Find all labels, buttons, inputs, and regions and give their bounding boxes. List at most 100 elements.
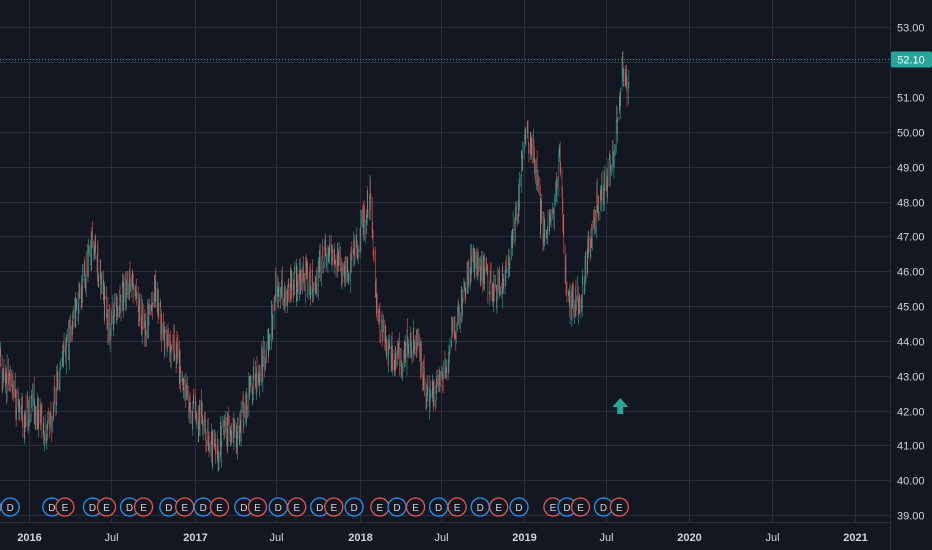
price-tick-label: 41.00	[897, 441, 925, 453]
price-axis[interactable]: 53.0052.0051.0050.0049.0048.0047.0046.00…	[897, 23, 925, 523]
dividend-marker[interactable]: D	[470, 497, 490, 517]
price-tick-label: 46.00	[897, 267, 925, 279]
marker-label: D	[477, 503, 484, 514]
marker-label: D	[126, 503, 133, 514]
marker-label: D	[393, 503, 400, 514]
marker-circle	[609, 497, 629, 517]
earnings-marker[interactable]: E	[324, 497, 344, 517]
dividend-marker[interactable]: D	[193, 497, 213, 517]
time-tick-label: Jul	[434, 532, 448, 544]
marker-circle	[133, 497, 154, 517]
marker-label: D	[600, 503, 607, 514]
earnings-marker[interactable]: E	[609, 497, 629, 517]
earnings-marker[interactable]: E	[370, 497, 390, 517]
marker-label: E	[181, 503, 188, 514]
price-tick-label: 47.00	[897, 232, 925, 244]
dividend-marker[interactable]: D	[0, 497, 20, 517]
signal-arrows	[612, 398, 629, 415]
marker-label: D	[350, 503, 357, 514]
dividend-marker[interactable]: D	[387, 497, 407, 517]
time-tick-label: Jul	[104, 532, 118, 544]
marker-circle	[489, 497, 509, 517]
marker-label: D	[435, 503, 442, 514]
earnings-marker[interactable]: E	[287, 497, 307, 517]
earnings-marker[interactable]: E	[489, 497, 509, 517]
time-tick-label: Jul	[765, 532, 779, 544]
marker-label: E	[616, 503, 623, 514]
marker-label: D	[48, 503, 55, 514]
price-tick-label: 43.00	[897, 372, 925, 384]
marker-label: D	[200, 503, 207, 514]
marker-label: D	[240, 503, 247, 514]
grid-lines	[0, 0, 890, 522]
event-markers: EDDEDEDEDEDEDEDEDEDEDEDEDEDEDEDE	[0, 497, 629, 517]
price-tick-label: 48.00	[897, 198, 925, 210]
marker-circle	[55, 497, 75, 517]
marker-label: E	[216, 503, 223, 514]
price-tick-label: 44.00	[897, 337, 925, 349]
marker-circle	[405, 497, 426, 517]
marker-label: D	[275, 503, 282, 514]
price-tick-label: 45.00	[897, 302, 925, 314]
earnings-marker[interactable]: E	[96, 497, 117, 517]
marker-circle	[324, 497, 344, 517]
dividend-marker[interactable]: D	[428, 497, 449, 517]
candlesticks	[0, 50, 630, 473]
earnings-marker[interactable]: E	[175, 497, 195, 517]
marker-circle	[287, 497, 307, 517]
price-tick-label: 51.00	[897, 93, 925, 105]
earnings-marker[interactable]: E	[570, 497, 591, 517]
last-price-label-text: 52.10	[897, 55, 925, 67]
earnings-marker[interactable]: E	[209, 497, 230, 517]
time-tick-label: 2017	[183, 532, 207, 544]
marker-circle	[570, 497, 591, 517]
earnings-marker[interactable]: E	[55, 497, 75, 517]
price-tick-label: 42.00	[897, 407, 925, 419]
marker-circle	[447, 497, 467, 517]
time-tick-label: 2019	[512, 532, 536, 544]
time-tick-label: 2016	[17, 532, 41, 544]
marker-label: E	[140, 503, 147, 514]
last-price-label-background	[891, 51, 932, 68]
price-tick-label: 53.00	[897, 23, 925, 35]
buy-signal-arrow[interactable]	[612, 398, 629, 415]
dividend-marker[interactable]: D	[509, 497, 529, 517]
marker-label: E	[454, 503, 461, 514]
marker-label: E	[412, 503, 419, 514]
dividend-marker[interactable]: D	[344, 497, 364, 517]
marker-label: E	[330, 503, 337, 514]
marker-label: E	[103, 503, 110, 514]
earnings-marker[interactable]: E	[405, 497, 426, 517]
marker-label: E	[550, 503, 557, 514]
marker-circle	[209, 497, 230, 517]
last-price-label: 52.10	[891, 51, 932, 68]
earnings-marker[interactable]: E	[247, 497, 268, 517]
price-tick-label: 49.00	[897, 163, 925, 175]
marker-label: E	[495, 503, 502, 514]
marker-label: D	[165, 503, 172, 514]
time-tick-label: Jul	[269, 532, 283, 544]
time-tick-label: 2018	[348, 532, 372, 544]
price-tick-label: 50.00	[897, 128, 925, 140]
marker-circle	[96, 497, 117, 517]
price-tick-label: 40.00	[897, 476, 925, 488]
marker-label: D	[563, 503, 570, 514]
marker-label: E	[254, 503, 261, 514]
time-tick-label: 2020	[677, 532, 701, 544]
marker-label: D	[515, 503, 522, 514]
time-axis[interactable]: 2016 Jul 2017 Jul 2018 Jul 2019 Jul 2020 Jul 2021	[17, 532, 867, 544]
marker-circle	[344, 497, 364, 517]
time-tick-label: Jul	[599, 532, 613, 544]
marker-circle	[247, 497, 268, 517]
dividend-marker[interactable]: D	[268, 497, 288, 517]
marker-circle	[509, 497, 529, 517]
time-tick-label: 2021	[843, 532, 867, 544]
marker-label: D	[316, 503, 323, 514]
earnings-marker[interactable]: E	[447, 497, 467, 517]
marker-label: E	[377, 503, 384, 514]
earnings-marker[interactable]: E	[133, 497, 154, 517]
marker-label: E	[577, 503, 584, 514]
